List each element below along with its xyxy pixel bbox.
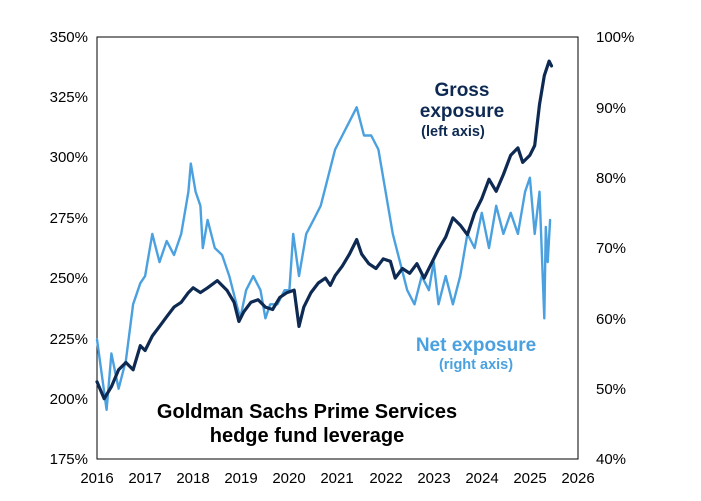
gross-annotation-line: exposure bbox=[420, 101, 504, 122]
x-axis: 2016 2017 2018 2019 2020 2021 2022 2023 … bbox=[80, 470, 594, 487]
x-tick-label: 2022 bbox=[369, 470, 402, 487]
series-layer bbox=[95, 59, 554, 411]
gross-annotation-line: (left axis) bbox=[421, 124, 485, 140]
plot-frame bbox=[96, 36, 579, 460]
x-tick-label: 2023 bbox=[417, 470, 450, 487]
x-tick-label: 2019 bbox=[224, 470, 257, 487]
left-tick-label: 200% bbox=[50, 391, 88, 408]
left-tick-label: 250% bbox=[50, 270, 88, 287]
right-tick-label: 40% bbox=[596, 451, 626, 468]
x-tick-label: 2021 bbox=[320, 470, 353, 487]
right-tick-label: 100% bbox=[596, 29, 634, 46]
right-tick-label: 70% bbox=[596, 240, 626, 257]
right-axis: 40% 50% 60% 70% 80% 90% 100% bbox=[596, 29, 634, 468]
chart-caption: Goldman Sachs Prime Services hedge fund … bbox=[157, 401, 457, 447]
right-tick-label: 90% bbox=[596, 100, 626, 117]
x-tick-label: 2016 bbox=[80, 470, 113, 487]
right-tick-label: 80% bbox=[596, 170, 626, 187]
caption-line: Goldman Sachs Prime Services bbox=[157, 401, 457, 423]
gross-exposure-line bbox=[95, 59, 554, 401]
right-tick-label: 50% bbox=[596, 381, 626, 398]
x-tick-label: 2025 bbox=[513, 470, 546, 487]
left-tick-label: 275% bbox=[50, 210, 88, 227]
net-exposure-annotation: Net exposure (right axis) bbox=[416, 335, 536, 373]
left-tick-label: 325% bbox=[50, 89, 88, 106]
gross-exposure-annotation: Gross exposure (left axis) bbox=[420, 80, 504, 140]
x-tick-label: 2024 bbox=[465, 470, 498, 487]
left-tick-label: 350% bbox=[50, 29, 88, 46]
right-tick-label: 60% bbox=[596, 311, 626, 328]
left-tick-label: 225% bbox=[50, 331, 88, 348]
x-tick-label: 2018 bbox=[176, 470, 209, 487]
net-annotation-line: (right axis) bbox=[439, 357, 513, 373]
x-tick-label: 2020 bbox=[272, 470, 305, 487]
gross-annotation-line: Gross bbox=[435, 80, 490, 101]
x-tick-label: 2017 bbox=[128, 470, 161, 487]
left-tick-label: 300% bbox=[50, 149, 88, 166]
caption-line: hedge fund leverage bbox=[210, 425, 405, 447]
net-annotation-line: Net exposure bbox=[416, 335, 536, 356]
left-axis: 175% 200% 225% 250% 275% 300% 325% 350% bbox=[50, 29, 88, 468]
net-exposure-line bbox=[95, 106, 552, 411]
left-tick-label: 175% bbox=[50, 451, 88, 468]
x-tick-label: 2026 bbox=[561, 470, 594, 487]
